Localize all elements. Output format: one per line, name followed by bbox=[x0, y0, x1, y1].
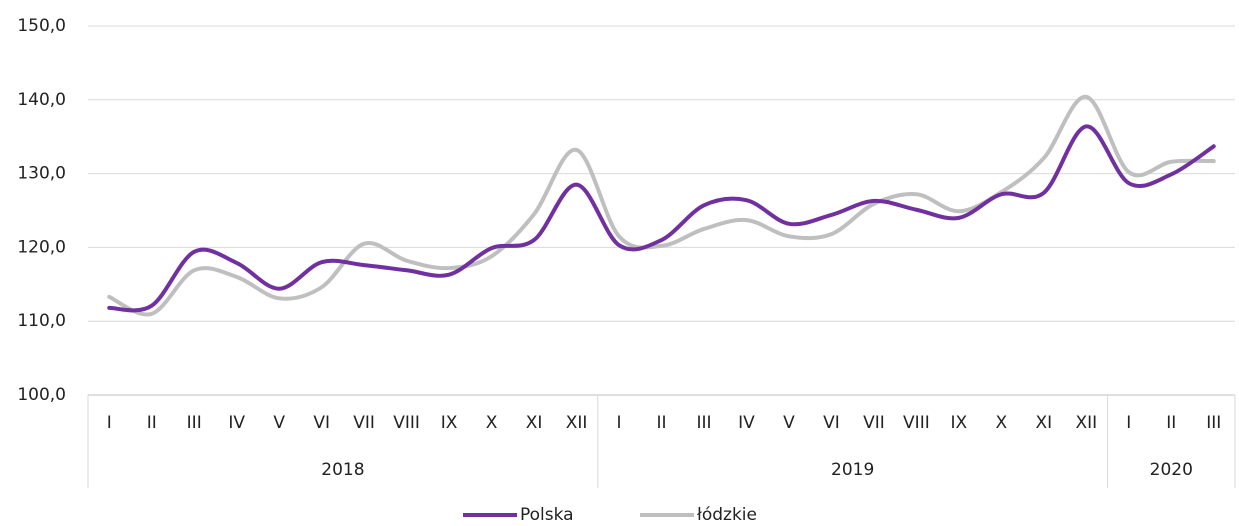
y-tick-label: 140,0 bbox=[17, 90, 66, 110]
group-label: 2018 bbox=[321, 460, 364, 480]
y-tick-label: 120,0 bbox=[17, 237, 66, 257]
x-tick-label: XI bbox=[526, 413, 543, 433]
x-tick-label: XII bbox=[1075, 413, 1097, 433]
x-tick-label: VI bbox=[313, 413, 330, 433]
x-tick-label: IX bbox=[951, 413, 968, 433]
x-tick-label: V bbox=[273, 413, 285, 433]
x-tick-label: II bbox=[656, 413, 666, 433]
series-line bbox=[107, 124, 1216, 313]
x-tick-label: IV bbox=[228, 413, 245, 433]
x-tick-label: XII bbox=[566, 413, 588, 433]
x-tick-label: V bbox=[783, 413, 795, 433]
x-tick-label: I bbox=[107, 413, 112, 433]
y-tick-label: 150,0 bbox=[17, 16, 66, 36]
series-line bbox=[107, 94, 1216, 317]
x-tick-label: I bbox=[1126, 413, 1131, 433]
y-tick-label: 130,0 bbox=[17, 164, 66, 184]
x-tick-label: VII bbox=[353, 413, 375, 433]
group-label: 2020 bbox=[1150, 460, 1193, 480]
legend-label: łódzkie bbox=[697, 505, 757, 525]
x-tick-label: VIII bbox=[903, 413, 930, 433]
x-tick-label: I bbox=[617, 413, 622, 433]
group-label: 2019 bbox=[831, 460, 874, 480]
x-tick-label: VI bbox=[823, 413, 840, 433]
x-tick-label: II bbox=[1166, 413, 1176, 433]
x-tick-label: VII bbox=[863, 413, 885, 433]
x-tick-label: VIII bbox=[393, 413, 420, 433]
y-tick-label: 100,0 bbox=[17, 385, 66, 405]
x-tick-label: IX bbox=[441, 413, 458, 433]
x-tick-label: III bbox=[1206, 413, 1221, 433]
legend-label: Polska bbox=[520, 505, 574, 525]
x-tick-label: X bbox=[996, 413, 1008, 433]
x-tick-label: III bbox=[187, 413, 202, 433]
x-tick-label: IV bbox=[738, 413, 755, 433]
x-tick-label: XI bbox=[1035, 413, 1052, 433]
x-tick-label: III bbox=[696, 413, 711, 433]
y-tick-label: 110,0 bbox=[17, 311, 66, 331]
x-tick-label: II bbox=[147, 413, 157, 433]
x-tick-label: X bbox=[486, 413, 498, 433]
